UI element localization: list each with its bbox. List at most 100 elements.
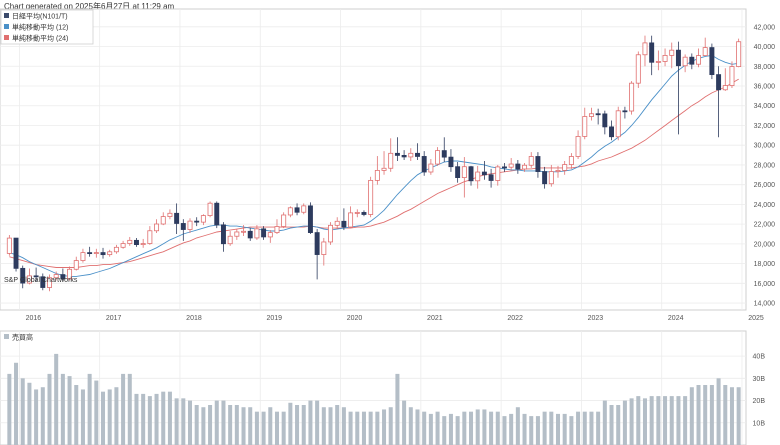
candle-up — [662, 48, 668, 67]
candle-body — [47, 277, 52, 288]
price-tick-label: 16,000 — [754, 281, 776, 288]
candle-body — [669, 49, 675, 56]
candle-down — [542, 166, 548, 189]
candle-down — [214, 201, 220, 229]
price-tick-label: 34,000 — [754, 103, 776, 110]
candle-body — [73, 260, 79, 270]
volume-bar — [40, 387, 45, 445]
volume-bar — [442, 416, 447, 445]
candle-up — [528, 152, 534, 168]
candle-body — [60, 274, 66, 280]
volume-bar — [335, 405, 340, 445]
candle-down — [13, 237, 19, 272]
candle-body — [602, 113, 608, 128]
sma12-path — [9, 54, 739, 277]
legend-item-sma12[interactable]: 単純移動平均 (12) — [4, 23, 68, 32]
volume-bar — [328, 407, 333, 445]
candle-down — [33, 267, 39, 282]
price-tick-label: 36,000 — [754, 84, 776, 91]
candle-body — [127, 239, 133, 244]
candle-body — [535, 156, 541, 172]
candle-body — [120, 243, 126, 248]
volume-legend-label: 売買高 — [12, 333, 33, 342]
candle-body — [241, 230, 247, 233]
candle-body — [348, 212, 354, 228]
candle-up — [241, 225, 247, 236]
candle-up — [187, 218, 193, 234]
candlesticks — [6, 35, 742, 292]
candle-body — [33, 275, 39, 278]
volume-bar — [402, 400, 407, 445]
volume-bar — [194, 405, 199, 445]
volume-bar — [201, 407, 206, 445]
candle-body — [87, 252, 93, 255]
candle-down — [361, 210, 367, 217]
volume-bar — [549, 411, 554, 445]
candle-body — [649, 42, 655, 63]
candle-down — [133, 237, 139, 247]
volume-bar — [268, 407, 273, 445]
legend-label-price: 日経平均(N101/T) — [12, 12, 68, 21]
candle-down — [100, 247, 106, 259]
candle-body — [261, 228, 267, 238]
candle-up — [736, 38, 742, 68]
candle-up — [702, 37, 708, 57]
volume-bar — [589, 411, 594, 445]
volume-bar — [596, 411, 601, 445]
candle-body — [689, 56, 695, 65]
volume-bar — [555, 413, 561, 445]
candle-down — [421, 151, 427, 176]
volume-bar — [663, 396, 668, 445]
volume-bar — [482, 409, 487, 445]
candle-down — [174, 203, 180, 234]
candle-down — [602, 110, 608, 135]
volume-bar — [395, 373, 400, 445]
volume-bar — [27, 382, 32, 445]
candle-up — [729, 61, 735, 88]
candle-body — [113, 246, 119, 253]
candle-body — [100, 252, 106, 256]
candle-body — [334, 220, 340, 226]
candle-body — [254, 228, 260, 239]
x-tick-label: 2023 — [588, 315, 604, 322]
legend-swatch-sma12 — [4, 24, 9, 29]
candle-body — [709, 47, 715, 76]
volume-bar — [542, 411, 547, 445]
candle-body — [394, 152, 400, 156]
candle-up — [53, 271, 59, 281]
volume-bar — [736, 387, 741, 445]
candle-up — [435, 147, 441, 166]
candle-up — [696, 48, 701, 68]
volume-bar — [47, 373, 52, 445]
volume-bar — [341, 407, 346, 445]
candle-up — [321, 237, 327, 266]
candle-down — [60, 268, 66, 281]
x-tick-label: 2019 — [266, 315, 282, 322]
price-tick-label: 40,000 — [754, 44, 776, 51]
price-tick-label: 22,000 — [754, 222, 776, 229]
legend-item-sma24[interactable]: 単純移動平均 (24) — [4, 34, 68, 43]
volume-bar — [355, 411, 360, 445]
candle-body — [194, 220, 200, 223]
candle-down — [247, 228, 253, 241]
volume-bar — [382, 409, 387, 445]
candle-body — [568, 156, 574, 165]
volume-bar — [469, 411, 474, 445]
candle-body — [26, 275, 32, 284]
x-tick-label: 2021 — [427, 315, 443, 322]
volume-bar — [187, 400, 193, 445]
candle-up — [575, 130, 581, 160]
volume-bar — [208, 405, 213, 445]
candle-body — [481, 171, 487, 176]
candle-body — [615, 110, 621, 138]
candle-body — [495, 166, 501, 181]
candle-up — [635, 51, 641, 88]
candle-down — [87, 246, 93, 257]
candle-up — [475, 165, 481, 189]
candle-up — [93, 248, 99, 258]
volume-bar — [20, 378, 25, 445]
legend-item-price[interactable]: 日経平均(N101/T) — [4, 12, 68, 21]
volume-bar — [602, 400, 607, 445]
price-tick-label: 28,000 — [754, 162, 776, 169]
